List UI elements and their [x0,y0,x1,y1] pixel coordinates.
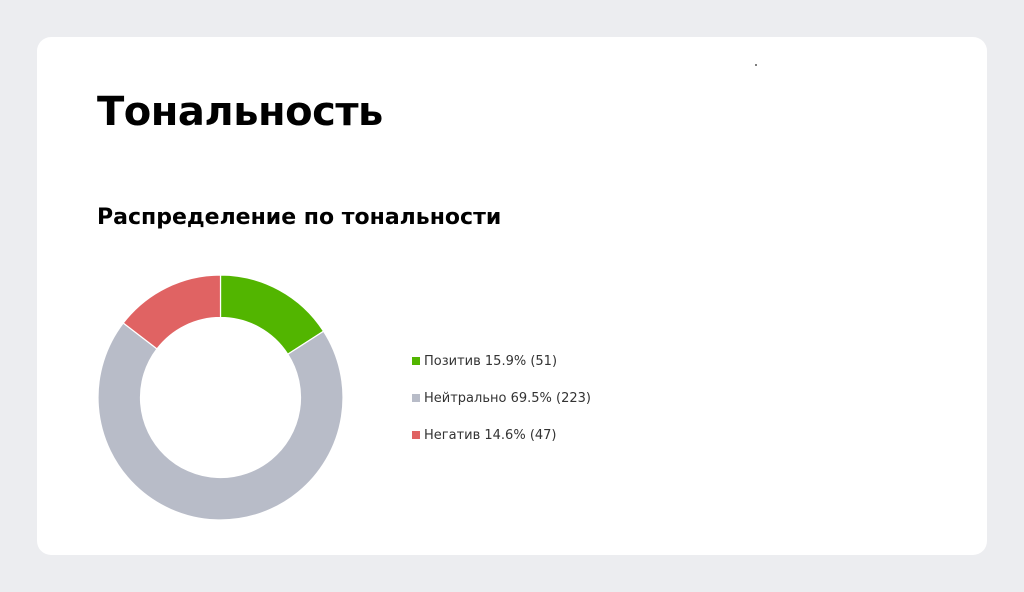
legend-item-negative[interactable]: Негатив 14.6% (47) [412,425,591,445]
chart-legend: Позитив 15.9% (51) Нейтрально 69.5% (223… [412,351,591,462]
legend-swatch-negative [412,431,420,439]
slice-negative[interactable] [122,274,222,350]
legend-label-neutral: Нейтрально 69.5% (223) [424,390,591,406]
chart-title: Распределение по тональности [97,205,502,230]
sentiment-card: Тональность Распределение по тональности… [37,37,987,555]
slice-neutral[interactable] [97,322,344,521]
donut-chart [97,274,344,521]
legend-item-positive[interactable]: Позитив 15.9% (51) [412,351,591,371]
page-title: Тональность [97,89,383,135]
legend-item-neutral[interactable]: Нейтрально 69.5% (223) [412,388,591,408]
legend-label-positive: Позитив 15.9% (51) [424,353,558,369]
legend-swatch-neutral [412,394,420,402]
legend-swatch-positive [412,357,420,365]
speck [755,64,757,66]
legend-label-negative: Негатив 14.6% (47) [424,427,557,443]
